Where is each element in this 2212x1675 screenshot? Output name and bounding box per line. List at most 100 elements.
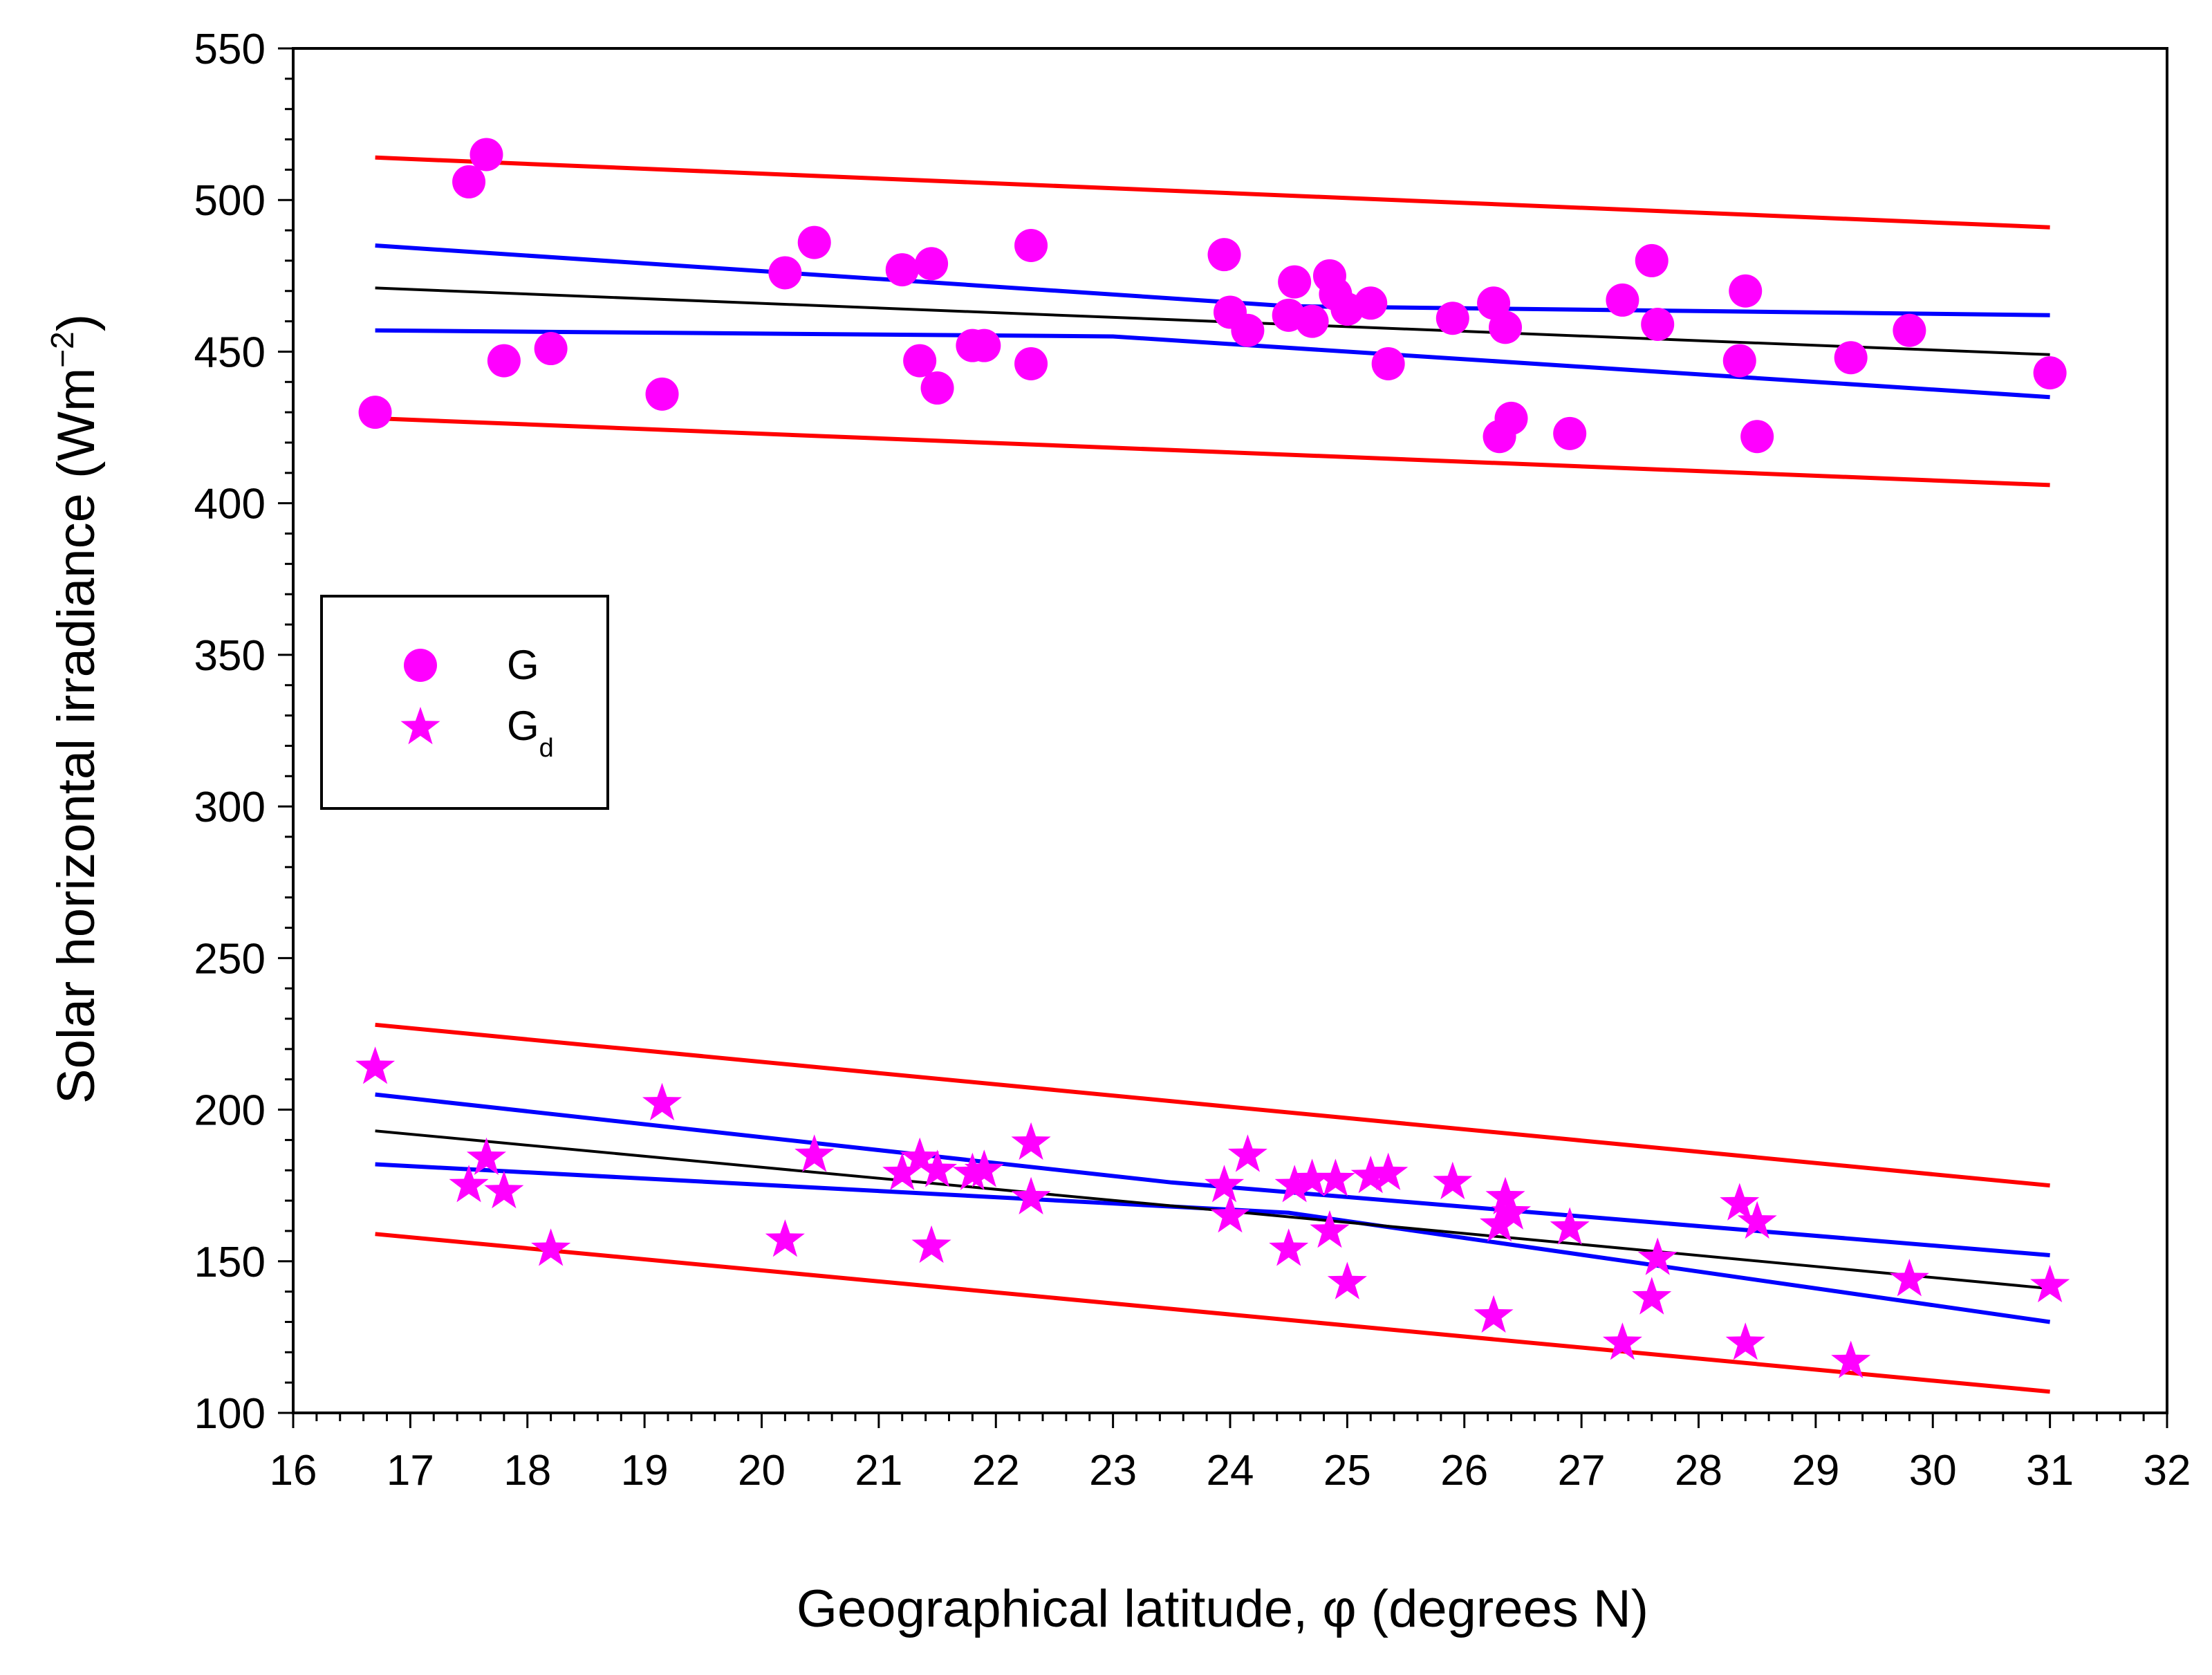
series-g-point bbox=[1641, 307, 1675, 341]
legend-marker-gd bbox=[400, 707, 440, 745]
series-gd-point bbox=[1292, 1158, 1332, 1196]
tick-labels: 16 17 18 19 20 21 22 23 24 25 26 27 28 29 30 31 32 100 150… bbox=[194, 26, 2191, 1494]
series-g-point bbox=[920, 371, 954, 405]
series-gd-prediction-upper-line bbox=[375, 1022, 2050, 1188]
series-gd-point bbox=[1227, 1134, 1267, 1172]
series-gd-point bbox=[1491, 1192, 1531, 1230]
series-gd-point bbox=[1011, 1176, 1051, 1214]
series-g-point bbox=[797, 225, 831, 259]
series-g-point bbox=[915, 247, 949, 281]
series-g-point bbox=[1354, 286, 1388, 320]
series-g-point bbox=[2033, 356, 2067, 390]
series-g-point bbox=[358, 396, 392, 429]
series-gd-point bbox=[900, 1137, 940, 1175]
x-tick-label: 17 bbox=[387, 1447, 434, 1494]
y-tick-label: 100 bbox=[194, 1390, 266, 1438]
fit-lines bbox=[375, 155, 2051, 1394]
legend-label-g: G bbox=[507, 642, 539, 688]
legend: G Gd bbox=[320, 595, 609, 810]
series-gd-point bbox=[1602, 1322, 1642, 1360]
x-tick-label: 16 bbox=[270, 1447, 317, 1494]
y-tick-label: 400 bbox=[194, 481, 266, 528]
x-tick-label: 31 bbox=[2026, 1447, 2074, 1494]
y-tick-label: 550 bbox=[194, 26, 266, 73]
series-gd-point bbox=[466, 1137, 506, 1175]
series-g-point bbox=[1635, 243, 1669, 277]
legend-marker-g bbox=[404, 649, 437, 682]
y-tick-label: 450 bbox=[194, 328, 266, 376]
axis-ticks bbox=[278, 47, 2168, 1428]
legend-box bbox=[320, 595, 609, 810]
series-g-prediction-upper-line bbox=[375, 155, 2050, 230]
series-gd-confidence-lower-line bbox=[375, 1162, 2051, 1324]
data-points bbox=[355, 138, 2070, 1378]
series-gd-point bbox=[964, 1149, 1004, 1187]
series-g-point bbox=[1371, 346, 1405, 380]
series-g-point bbox=[1231, 313, 1265, 347]
series-gd-point bbox=[1327, 1261, 1367, 1299]
series-gd-point bbox=[1720, 1183, 1760, 1221]
series-g-point bbox=[967, 328, 1001, 362]
series-g-regression-line bbox=[375, 286, 2050, 356]
y-tick-label: 200 bbox=[194, 1087, 266, 1135]
series-gd-point bbox=[911, 1225, 951, 1264]
series-gd-point bbox=[1368, 1152, 1409, 1190]
series-gd-confidence-upper-line bbox=[375, 1092, 2050, 1257]
series-g-point bbox=[1489, 311, 1523, 344]
series-g-point bbox=[768, 256, 802, 290]
series-g-point bbox=[534, 332, 568, 366]
series-g-point bbox=[645, 377, 679, 411]
series-gd-point bbox=[794, 1134, 835, 1172]
x-tick-label: 25 bbox=[1323, 1447, 1371, 1494]
series-gd-point bbox=[1889, 1259, 1929, 1297]
series-gd-point bbox=[1637, 1237, 1677, 1275]
series-g-point bbox=[1278, 265, 1312, 299]
series-gd-point bbox=[1269, 1228, 1309, 1266]
series-gd-point bbox=[1737, 1201, 1777, 1239]
x-tick-label: 18 bbox=[503, 1447, 551, 1494]
x-tick-label: 22 bbox=[972, 1447, 1020, 1494]
series-gd-point bbox=[882, 1152, 922, 1190]
series-g-point bbox=[1722, 344, 1756, 378]
y-axis-title-close: ) bbox=[47, 314, 106, 331]
series-g-point bbox=[1494, 401, 1528, 435]
legend-label-gd-sub: d bbox=[539, 734, 554, 763]
series-g-point bbox=[885, 253, 919, 287]
series-g-point bbox=[1553, 416, 1587, 450]
x-axis-title: Geographical latitude, φ (degrees N) bbox=[797, 1580, 1648, 1638]
x-tick-label: 23 bbox=[1089, 1447, 1137, 1494]
series-gd-point bbox=[1725, 1322, 1765, 1360]
series-gd-point bbox=[1831, 1340, 1871, 1378]
x-tick-label: 27 bbox=[1558, 1447, 1606, 1494]
x-tick-label: 21 bbox=[855, 1447, 902, 1494]
series-gd-point bbox=[765, 1219, 805, 1257]
series-gd-point bbox=[1550, 1207, 1590, 1245]
x-tick-label: 20 bbox=[738, 1447, 786, 1494]
series-g-point bbox=[1435, 302, 1469, 335]
series-g-point bbox=[1729, 274, 1763, 308]
series-gd-point bbox=[1485, 1176, 1525, 1214]
series-gd-point bbox=[1474, 1295, 1514, 1333]
y-tick-label: 300 bbox=[194, 784, 266, 831]
series-gd-point bbox=[642, 1082, 682, 1121]
x-tick-label: 29 bbox=[1792, 1447, 1839, 1494]
series-gd-point bbox=[1011, 1122, 1051, 1160]
legend-label-gd: Gd bbox=[507, 703, 554, 763]
y-tick-label: 350 bbox=[194, 632, 266, 680]
legend-label-g-main: G bbox=[507, 642, 539, 688]
legend-label-gd-main: G bbox=[507, 703, 539, 749]
y-axis-title: Solar horizontal irradiance (Wm−2) bbox=[44, 314, 106, 1104]
series-g-point bbox=[1893, 313, 1926, 347]
x-tick-label: 19 bbox=[621, 1447, 669, 1494]
series-gd-point bbox=[1274, 1165, 1314, 1203]
series-gd-point bbox=[1632, 1277, 1672, 1315]
series-g-point bbox=[1014, 228, 1048, 262]
series-gd-point bbox=[1350, 1156, 1391, 1194]
x-tick-label: 30 bbox=[1909, 1447, 1957, 1494]
series-g-point bbox=[452, 165, 486, 198]
series-gd-point bbox=[918, 1149, 958, 1187]
series-gd-point bbox=[1433, 1161, 1473, 1200]
series-gd-point bbox=[1480, 1204, 1520, 1242]
x-tick-label: 32 bbox=[2144, 1447, 2191, 1494]
